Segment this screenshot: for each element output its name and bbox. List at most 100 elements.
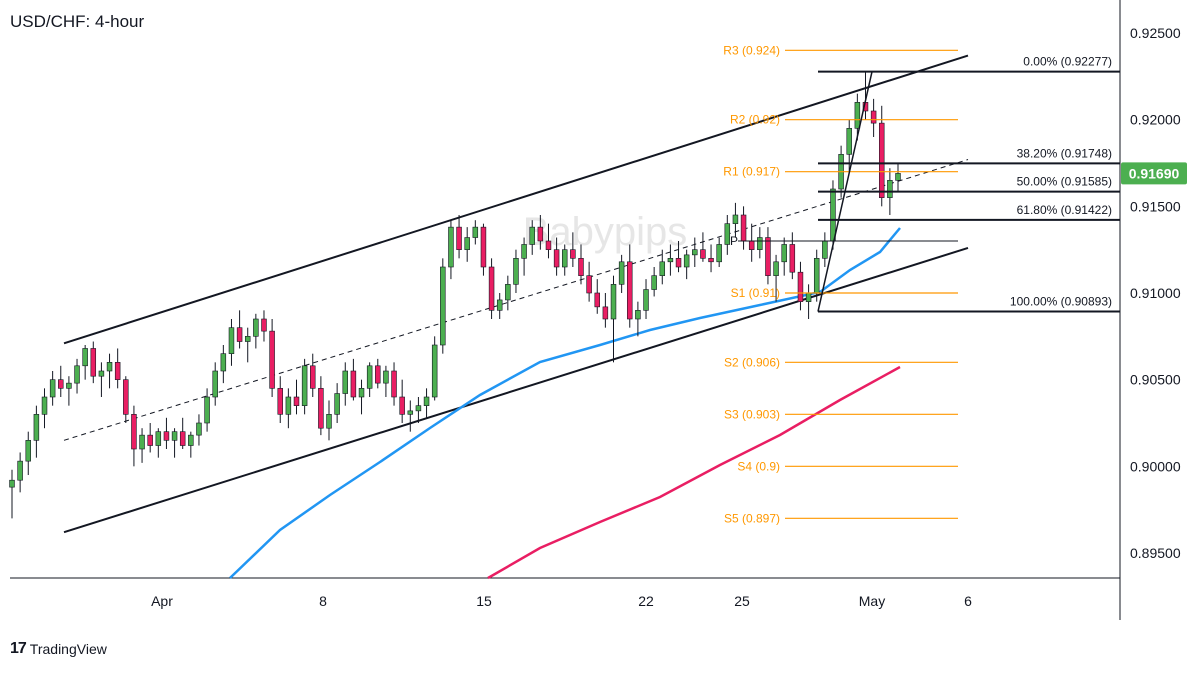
candle-body: [375, 365, 381, 384]
candle-body: [757, 237, 763, 250]
candle-body: [553, 249, 560, 268]
candle-body: [285, 396, 292, 415]
candle-body: [846, 128, 852, 155]
candle-body: [887, 180, 893, 198]
candle-body: [261, 318, 267, 332]
y-tick-label: 0.92000: [1130, 112, 1181, 128]
candle-body: [513, 258, 519, 285]
sma-slow-line: [487, 365, 901, 580]
candle-body: [651, 275, 657, 290]
candle-body: [659, 261, 666, 276]
candle-body: [228, 327, 235, 354]
sma-fast-line: [229, 227, 901, 579]
candle-body: [171, 431, 178, 441]
candle-body: [700, 249, 706, 259]
fib-label: 100.00% (0.90893): [1010, 295, 1112, 309]
candle-body: [488, 266, 495, 311]
candle-body: [310, 365, 316, 389]
tradingview-logo: 17 TradingView: [10, 640, 107, 658]
candle-body: [675, 258, 682, 268]
candle-body: [740, 214, 747, 242]
candle-body: [496, 299, 503, 311]
channel-lower-line: [63, 246, 969, 534]
candle-body: [391, 370, 397, 398]
candle-body: [561, 249, 568, 268]
candle-body: [854, 102, 861, 129]
candle-body: [822, 240, 828, 259]
candle-body: [155, 431, 162, 446]
candle-body: [188, 434, 194, 446]
candle-body: [440, 266, 446, 346]
candle-body: [326, 414, 332, 429]
candle-body: [90, 348, 97, 377]
pivot-label: S1 (0.91): [731, 286, 780, 300]
y-tick-label: 0.91000: [1130, 285, 1181, 301]
candle-body: [342, 370, 349, 394]
pivot-label: S5 (0.897): [724, 511, 780, 525]
candle-body: [692, 249, 698, 256]
candle-body: [423, 396, 430, 406]
candle-body: [431, 344, 438, 398]
candle-body: [358, 388, 365, 398]
candle-body: [366, 365, 373, 389]
x-tick-label: 6: [964, 593, 972, 609]
candle-body: [114, 362, 121, 380]
fib-label: 50.00% (0.91585): [1017, 175, 1112, 189]
candle-body: [505, 284, 511, 301]
candle-body: [399, 396, 405, 415]
y-tick-label: 0.89500: [1130, 545, 1181, 561]
pivot-label: P: [730, 234, 738, 248]
tradingview-logo-text: TradingView: [29, 641, 107, 657]
candle-body: [480, 226, 487, 268]
pivot-label: S3 (0.903): [724, 407, 780, 421]
candle-body: [537, 226, 544, 242]
candle-body: [383, 370, 389, 384]
pivot-label: S2 (0.906): [724, 355, 780, 369]
pivot-label: R1 (0.917): [723, 165, 780, 179]
y-tick-label: 0.91500: [1130, 198, 1181, 214]
candle-body: [236, 327, 243, 342]
candle-body: [415, 405, 422, 412]
candle-body: [334, 393, 340, 415]
candle-body: [830, 188, 836, 242]
candle-body: [586, 275, 592, 294]
candle-body: [212, 370, 218, 398]
x-tick-label: 25: [734, 593, 750, 609]
candle-body: [594, 292, 600, 308]
candle-body: [521, 244, 527, 259]
candle-body: [25, 440, 31, 462]
candle-body: [781, 244, 787, 263]
candle-body: [805, 292, 812, 302]
candle-body: [293, 396, 300, 406]
candle-body: [179, 431, 186, 446]
candle-body: [618, 261, 625, 285]
candle-body: [627, 261, 633, 320]
pivot-label: R2 (0.92): [730, 113, 780, 127]
candle-body: [545, 240, 552, 250]
last-price-label: 0.91690: [1129, 165, 1180, 181]
y-tick-label: 0.90000: [1130, 458, 1181, 474]
fib-swing-line: [817, 71, 873, 312]
candle-body: [667, 258, 674, 263]
candle-body: [789, 244, 796, 273]
candle-body: [879, 122, 885, 198]
candle-body: [220, 353, 227, 372]
candle-body: [683, 254, 690, 268]
x-tick-label: 22: [638, 593, 654, 609]
candle-body: [870, 110, 877, 124]
candle-body: [643, 289, 649, 311]
x-tick-label: Apr: [151, 593, 173, 609]
candle-body: [253, 318, 259, 337]
channel-upper-line: [63, 54, 969, 345]
candle-body: [748, 240, 755, 250]
candle-body: [163, 431, 170, 441]
candle-body: [58, 379, 64, 389]
candle-body: [147, 434, 153, 446]
candle-body: [74, 365, 80, 384]
candle-body: [732, 214, 739, 224]
y-tick-label: 0.90500: [1130, 372, 1181, 388]
x-tick-label: 15: [476, 593, 492, 609]
candle-body: [448, 226, 454, 268]
candle-body: [716, 244, 722, 263]
